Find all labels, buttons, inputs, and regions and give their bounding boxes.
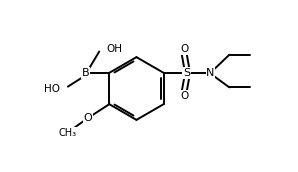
Text: O: O xyxy=(180,91,188,101)
Text: O: O xyxy=(180,45,188,55)
Text: O: O xyxy=(84,113,92,123)
Text: HO: HO xyxy=(44,84,60,94)
Text: B: B xyxy=(82,68,89,78)
Text: CH₃: CH₃ xyxy=(59,128,77,138)
Text: S: S xyxy=(183,68,190,78)
Text: OH: OH xyxy=(106,44,122,54)
Text: N: N xyxy=(206,68,215,78)
